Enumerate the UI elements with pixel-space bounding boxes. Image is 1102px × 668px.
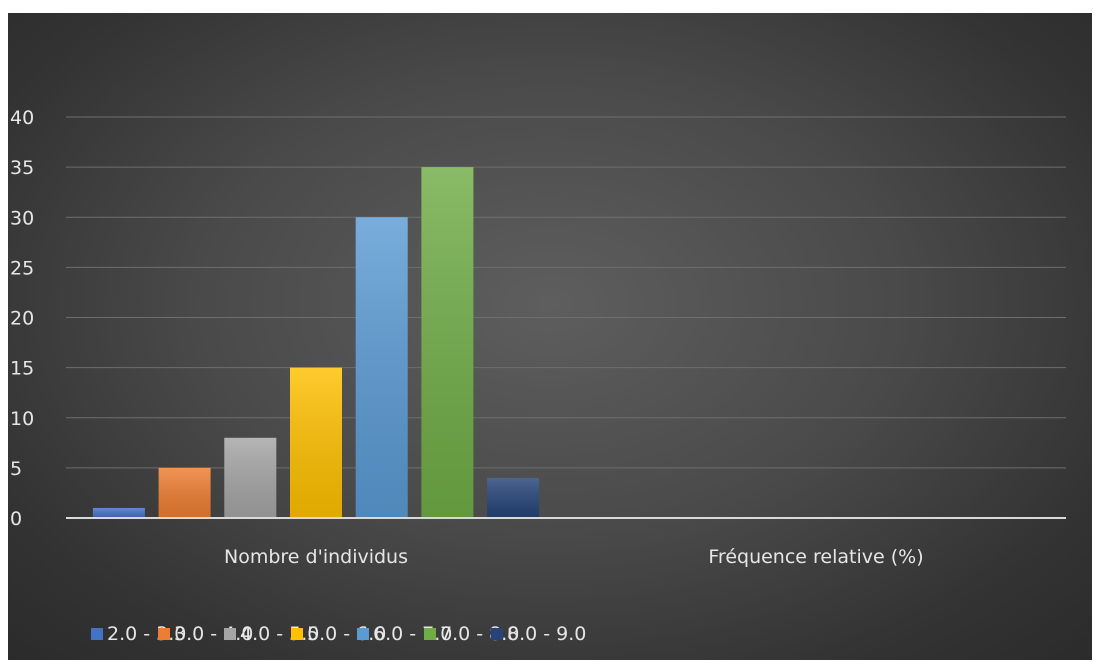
legend-label: 8.0 - 9.0 bbox=[507, 623, 586, 645]
legend-swatch bbox=[424, 628, 436, 640]
bar-shade bbox=[158, 467, 211, 518]
gridlines bbox=[66, 116, 1066, 469]
bar-shade bbox=[290, 367, 342, 518]
bar-shade bbox=[224, 437, 277, 518]
legend: 2.0 - 3.03.0 - 4.04.0 - 5.05.0 - 6.06.0 … bbox=[91, 623, 586, 645]
category-labels: Nombre d'individus Fréquence relative (%) bbox=[224, 546, 924, 568]
legend-swatch bbox=[224, 628, 236, 640]
y-tick-label: 30 bbox=[10, 207, 34, 229]
y-tick-label: 40 bbox=[10, 107, 34, 129]
y-tick-label: 10 bbox=[10, 408, 34, 430]
chart-svg: 0 5 10 15 20 25 30 35 40 Nombre d'individus Fréqu… bbox=[10, 107, 1066, 645]
legend-swatch bbox=[357, 628, 369, 640]
legend-item: 8.0 - 9.0 bbox=[491, 623, 586, 645]
y-tick-label: 25 bbox=[10, 257, 34, 279]
legend-swatch bbox=[91, 628, 103, 640]
bar-shade bbox=[421, 167, 474, 518]
legend-swatch bbox=[158, 628, 170, 640]
y-axis-ticks: 0 5 10 15 20 25 30 35 40 bbox=[10, 107, 34, 530]
y-tick-label: 35 bbox=[10, 157, 34, 179]
y-tick-label: 15 bbox=[10, 358, 34, 380]
category-label: Fréquence relative (%) bbox=[708, 546, 923, 568]
legend-swatch bbox=[491, 628, 503, 640]
bar-shade bbox=[92, 507, 145, 518]
y-tick-label: 20 bbox=[10, 308, 34, 330]
chart-area: 0 5 10 15 20 25 30 35 40 Nombre d'individus Fréqu… bbox=[8, 13, 1092, 660]
y-tick-label: 0 bbox=[10, 508, 22, 530]
y-tick-label: 5 bbox=[10, 458, 22, 480]
legend-item: 2.0 - 3.0 bbox=[91, 623, 186, 645]
bar-shade bbox=[487, 477, 540, 518]
category-label: Nombre d'individus bbox=[224, 546, 408, 568]
legend-swatch bbox=[291, 628, 303, 640]
bars bbox=[92, 167, 540, 518]
bar-shade bbox=[355, 217, 408, 518]
